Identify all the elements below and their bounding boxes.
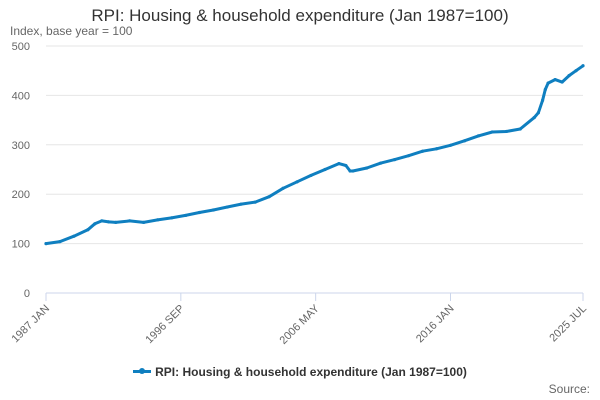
y-tick-label: 100	[12, 239, 30, 251]
gridlines	[46, 45, 583, 245]
data-point[interactable]	[504, 129, 508, 134]
data-point[interactable]	[574, 69, 578, 73]
x-tick-label: 1996 SEP	[143, 303, 187, 347]
data-point[interactable]	[344, 163, 348, 168]
data-point[interactable]	[337, 161, 341, 166]
data-point[interactable]	[107, 220, 111, 224]
data-point[interactable]	[309, 173, 313, 178]
data-point[interactable]	[536, 111, 540, 115]
data-point[interactable]	[348, 169, 352, 173]
data-point[interactable]	[365, 166, 369, 170]
data-point[interactable]	[532, 116, 536, 120]
data-point[interactable]	[490, 130, 494, 134]
legend-swatch	[133, 368, 152, 375]
data-point[interactable]	[128, 219, 132, 223]
x-tick-label: 2006 MAY	[278, 302, 323, 347]
data-point[interactable]	[211, 208, 215, 212]
x-tick-label: 2016 JAN	[414, 303, 457, 346]
y-tick-label: 400	[12, 90, 30, 102]
data-point[interactable]	[169, 216, 174, 220]
data-point[interactable]	[142, 220, 146, 224]
data-point[interactable]	[86, 228, 90, 232]
y-axis-label: Index, base year = 100	[10, 24, 133, 38]
source-label: Source:	[548, 382, 590, 396]
data-point[interactable]	[476, 134, 480, 138]
data-point[interactable]	[44, 242, 48, 246]
data-point[interactable]	[560, 80, 564, 84]
data-point[interactable]	[393, 158, 397, 162]
data-point[interactable]	[183, 213, 188, 218]
chart-title: RPI: Housing & household expenditure (Ja…	[91, 6, 509, 25]
y-tick-label: 200	[12, 189, 30, 201]
data-point[interactable]	[239, 202, 243, 206]
data-point[interactable]	[379, 161, 383, 165]
data-point[interactable]	[546, 81, 550, 85]
series-lines	[44, 64, 585, 246]
y-tick-label: 500	[12, 41, 30, 53]
x-tick-label: 1987 JAN	[9, 303, 52, 346]
data-point[interactable]	[253, 200, 257, 204]
legend-label: RPI: Housing & household expenditure (Ja…	[155, 365, 467, 379]
data-point[interactable]	[462, 139, 467, 143]
legend[interactable]: RPI: Housing & household expenditure (Ja…	[0, 365, 600, 379]
data-point[interactable]	[72, 234, 76, 238]
data-point[interactable]	[114, 220, 118, 224]
data-point[interactable]	[553, 77, 557, 82]
data-point[interactable]	[197, 210, 202, 215]
data-point[interactable]	[567, 74, 571, 78]
data-point[interactable]	[351, 169, 355, 173]
data-point[interactable]	[225, 205, 229, 209]
data-point[interactable]	[155, 218, 160, 222]
data-point[interactable]	[420, 149, 425, 153]
data-point[interactable]	[407, 154, 411, 158]
series-line[interactable]	[44, 64, 585, 246]
data-point[interactable]	[581, 64, 585, 68]
data-point[interactable]	[448, 143, 453, 147]
data-point[interactable]	[518, 127, 522, 131]
data-point[interactable]	[295, 180, 299, 184]
x-tick-label: 2025 JUL	[547, 303, 589, 345]
data-point[interactable]	[434, 147, 439, 151]
y-tick-label: 300	[12, 140, 30, 152]
data-point[interactable]	[58, 240, 62, 244]
y-tick-label: 0	[24, 288, 30, 300]
data-point[interactable]	[540, 98, 545, 102]
data-point[interactable]	[267, 195, 271, 199]
data-point[interactable]	[100, 219, 104, 223]
data-point[interactable]	[281, 186, 285, 190]
data-point[interactable]	[543, 87, 547, 92]
data-point[interactable]	[323, 167, 327, 172]
data-point[interactable]	[93, 222, 97, 226]
